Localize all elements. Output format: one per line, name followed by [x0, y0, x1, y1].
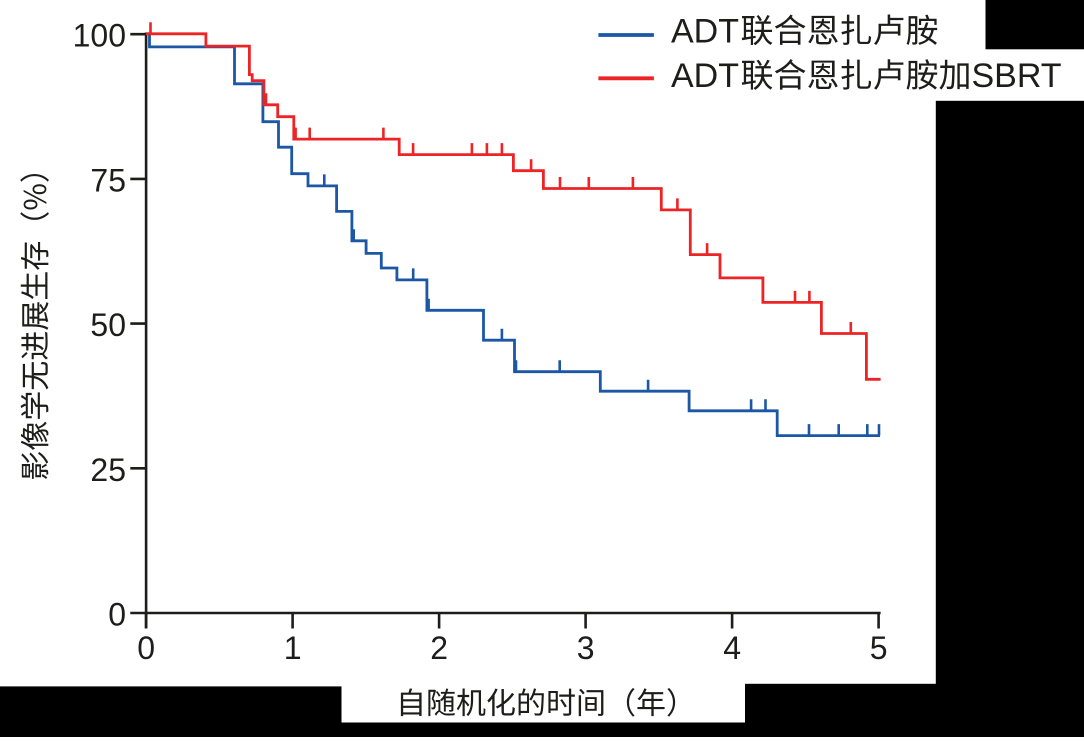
svg-text:4: 4 — [723, 630, 741, 666]
svg-text:ADT: ADT — [671, 57, 739, 95]
svg-text:1: 1 — [284, 630, 302, 666]
svg-text:SBRT: SBRT — [972, 57, 1062, 95]
svg-text:0: 0 — [108, 597, 126, 633]
svg-text:50: 50 — [90, 307, 126, 343]
svg-text:0: 0 — [137, 630, 155, 666]
svg-text:5: 5 — [870, 630, 888, 666]
svg-text:25: 25 — [90, 452, 126, 488]
svg-text:3: 3 — [577, 630, 595, 666]
svg-text:100: 100 — [73, 18, 126, 54]
svg-text:ADT: ADT — [671, 12, 739, 50]
svg-text:75: 75 — [90, 162, 126, 198]
svg-text:2: 2 — [430, 630, 448, 666]
